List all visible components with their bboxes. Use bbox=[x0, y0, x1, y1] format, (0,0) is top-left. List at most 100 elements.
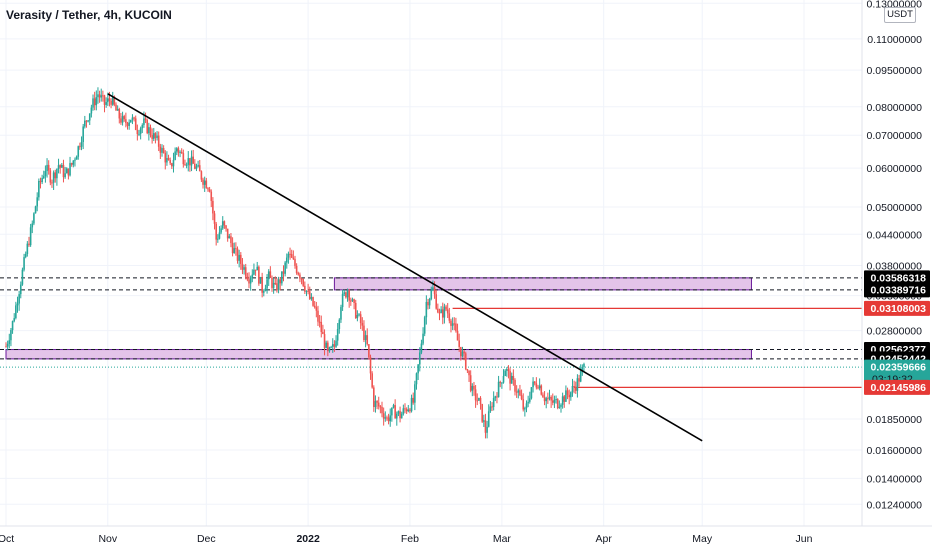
candle-body bbox=[10, 330, 12, 341]
candle-body bbox=[133, 117, 135, 119]
candle-body bbox=[484, 420, 487, 433]
candle-body bbox=[453, 323, 456, 325]
candle-body bbox=[451, 323, 454, 326]
candle-body bbox=[491, 406, 493, 408]
candle-body bbox=[418, 352, 421, 365]
time-axis[interactable]: Oct Nov Dec 2022 Feb Mar Apr May Jun bbox=[0, 525, 932, 550]
candle-body bbox=[571, 385, 574, 393]
candle-body bbox=[272, 282, 275, 288]
candle-body bbox=[171, 163, 173, 167]
candle-body bbox=[131, 117, 134, 120]
candle-body bbox=[294, 259, 296, 266]
candle-body bbox=[341, 293, 344, 308]
candle-body bbox=[230, 236, 232, 244]
candle-body bbox=[387, 417, 390, 422]
candle-body bbox=[169, 160, 171, 164]
candle-body bbox=[123, 116, 126, 120]
candle-body bbox=[524, 408, 526, 410]
candle-body bbox=[313, 305, 316, 308]
price-tick-label: 0.02800000 bbox=[867, 326, 923, 338]
candle-body bbox=[69, 163, 71, 176]
candle-body bbox=[269, 271, 272, 278]
candle-body bbox=[11, 321, 14, 331]
candle-body bbox=[56, 168, 58, 179]
candle-body bbox=[307, 290, 309, 292]
candle-body bbox=[489, 406, 492, 412]
candle-body bbox=[59, 165, 61, 168]
candle-body bbox=[102, 95, 104, 97]
candle-body bbox=[583, 363, 585, 367]
candle-body bbox=[128, 122, 130, 126]
chart-grid bbox=[0, 0, 862, 526]
candle-body bbox=[458, 340, 460, 347]
candle-body bbox=[353, 299, 355, 303]
candle-body bbox=[284, 262, 286, 274]
candle-body bbox=[432, 287, 434, 291]
price-tick-label: 0.04400000 bbox=[867, 229, 923, 241]
candle-body bbox=[512, 375, 515, 381]
candle-body bbox=[545, 398, 548, 402]
candle-body bbox=[415, 373, 418, 385]
time-tick-label: Apr bbox=[596, 533, 613, 545]
candle-body bbox=[514, 380, 516, 392]
candle-body bbox=[248, 279, 250, 284]
price-tick-label: 0.07000000 bbox=[867, 130, 923, 142]
price-tick-label: 0.08000000 bbox=[867, 102, 923, 114]
candle-body bbox=[177, 148, 180, 153]
candle-body bbox=[351, 299, 354, 301]
candle-body bbox=[175, 148, 178, 152]
candle-body bbox=[21, 269, 24, 285]
candle-body bbox=[570, 392, 572, 398]
candle-body bbox=[138, 133, 140, 135]
candle-body bbox=[213, 213, 216, 224]
candle-body bbox=[36, 197, 38, 207]
candle-body bbox=[189, 158, 191, 166]
candle-body bbox=[15, 305, 17, 319]
candle-body bbox=[271, 277, 273, 288]
descending-trendline bbox=[107, 93, 703, 442]
candle-body bbox=[253, 269, 255, 275]
candle-body bbox=[302, 279, 304, 286]
candle-body bbox=[556, 399, 559, 408]
candle-body bbox=[149, 127, 152, 136]
candle-body bbox=[194, 163, 196, 169]
candle-body bbox=[225, 225, 227, 229]
candle-body bbox=[382, 413, 385, 419]
candle-body bbox=[92, 98, 94, 108]
currency-button[interactable]: USDT bbox=[884, 7, 916, 23]
trendline-layer bbox=[107, 93, 703, 442]
candle-body bbox=[371, 373, 373, 388]
candle-body bbox=[435, 294, 437, 309]
candle-body bbox=[502, 376, 505, 383]
candle-body bbox=[143, 118, 145, 125]
time-tick-label: Nov bbox=[98, 533, 117, 545]
candle-body bbox=[358, 314, 360, 316]
candle-body bbox=[38, 180, 40, 198]
candle-body bbox=[305, 290, 308, 292]
candle-body bbox=[487, 411, 490, 427]
candle-body bbox=[409, 409, 411, 412]
candle-body bbox=[61, 164, 63, 168]
candle-body bbox=[528, 398, 531, 402]
candle-body bbox=[46, 164, 48, 172]
candle-body bbox=[93, 98, 96, 106]
candle-body bbox=[507, 369, 510, 372]
candle-body bbox=[235, 248, 237, 250]
candle-body bbox=[558, 406, 561, 408]
candle-body bbox=[317, 310, 319, 322]
candle-body bbox=[72, 160, 75, 165]
candle-body bbox=[486, 426, 488, 433]
candle-body bbox=[555, 399, 557, 401]
candle-body bbox=[146, 119, 149, 134]
candle-body bbox=[110, 100, 112, 105]
candle-body bbox=[120, 118, 122, 123]
candle-body bbox=[167, 158, 170, 161]
time-axis-background bbox=[0, 526, 932, 550]
candle-body bbox=[240, 254, 242, 264]
candle-body bbox=[363, 325, 365, 340]
candle-body bbox=[373, 387, 375, 408]
candle-body bbox=[538, 385, 541, 389]
candle-body bbox=[563, 396, 566, 402]
